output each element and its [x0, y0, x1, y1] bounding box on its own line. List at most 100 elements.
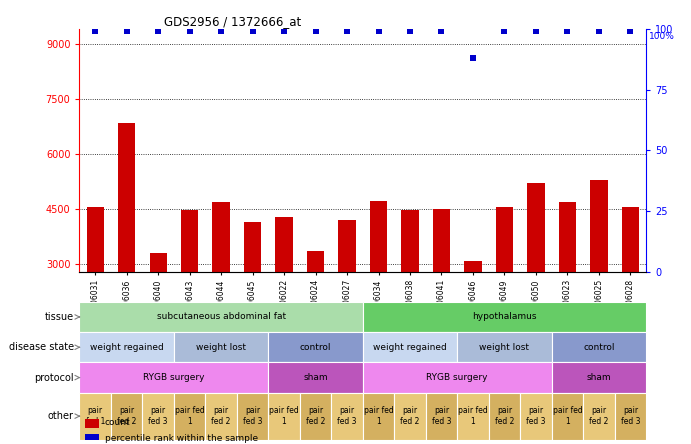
Bar	[86, 207, 104, 272]
Bar	[551, 392, 583, 440]
Bar	[495, 207, 513, 272]
Bar	[268, 392, 300, 440]
Bar	[111, 392, 142, 440]
Bar	[307, 251, 324, 272]
Bar	[551, 332, 646, 362]
Point	[153, 28, 164, 35]
Text: count: count	[105, 418, 131, 428]
Bar	[457, 332, 551, 362]
Point	[625, 28, 636, 35]
Text: weight lost: weight lost	[480, 343, 529, 352]
Bar	[464, 261, 482, 272]
Bar	[551, 362, 646, 392]
Point	[247, 28, 258, 35]
Text: pair
fed 2: pair fed 2	[495, 406, 514, 426]
Text: sham: sham	[587, 373, 611, 382]
Bar	[614, 392, 646, 440]
Point	[562, 28, 573, 35]
Text: pair
fed 2: pair fed 2	[400, 406, 419, 426]
Text: pair
fed 3: pair fed 3	[621, 406, 640, 426]
Text: protocol: protocol	[34, 373, 74, 383]
Bar	[527, 183, 545, 272]
Text: control: control	[583, 343, 614, 352]
Bar	[85, 434, 100, 443]
Point	[499, 28, 510, 35]
Point	[216, 28, 227, 35]
Bar	[85, 419, 100, 428]
Bar	[268, 332, 363, 362]
Text: RYGB surgery: RYGB surgery	[426, 373, 488, 382]
Text: percentile rank within the sample: percentile rank within the sample	[105, 433, 258, 443]
Bar	[149, 253, 167, 272]
Bar	[244, 222, 261, 272]
Bar	[395, 392, 426, 440]
Bar	[331, 392, 363, 440]
Text: weight regained: weight regained	[373, 343, 447, 352]
Bar	[370, 201, 387, 272]
Point	[373, 28, 384, 35]
Text: pair
fed 2: pair fed 2	[589, 406, 609, 426]
Point	[404, 28, 415, 35]
Point	[278, 28, 290, 35]
Text: pair
fed 3: pair fed 3	[243, 406, 263, 426]
Bar	[181, 210, 198, 272]
Text: 100%: 100%	[649, 32, 674, 41]
Text: subcutaneous abdominal fat: subcutaneous abdominal fat	[157, 313, 285, 321]
Text: weight lost: weight lost	[196, 343, 246, 352]
Bar	[489, 392, 520, 440]
Point	[184, 28, 195, 35]
Text: pair fed
1: pair fed 1	[269, 406, 299, 426]
Text: weight regained: weight regained	[90, 343, 164, 352]
Point	[531, 28, 542, 35]
Bar	[205, 392, 237, 440]
Bar	[276, 217, 293, 272]
Bar	[237, 392, 268, 440]
Bar	[457, 392, 489, 440]
Point	[467, 55, 478, 62]
Text: pair
fed 3: pair fed 3	[149, 406, 168, 426]
Bar	[79, 392, 111, 440]
Bar	[363, 302, 646, 332]
Text: pair
fed 2: pair fed 2	[117, 406, 136, 426]
Bar	[622, 207, 639, 272]
Bar	[79, 332, 174, 362]
Bar	[174, 392, 205, 440]
Point	[594, 28, 605, 35]
Point	[121, 28, 132, 35]
Text: sham: sham	[303, 373, 328, 382]
Bar	[268, 362, 363, 392]
Point	[90, 28, 101, 35]
Point	[341, 28, 352, 35]
Text: pair
fed 2: pair fed 2	[306, 406, 325, 426]
Bar	[118, 123, 135, 272]
Bar	[363, 392, 395, 440]
Bar	[426, 392, 457, 440]
Text: pair
fed 3: pair fed 3	[432, 406, 451, 426]
Text: GDS2956 / 1372666_at: GDS2956 / 1372666_at	[164, 15, 302, 28]
Text: pair fed
1: pair fed 1	[363, 406, 393, 426]
Text: other: other	[48, 411, 74, 421]
Bar	[520, 392, 551, 440]
Point	[310, 28, 321, 35]
Text: pair
fed 3: pair fed 3	[337, 406, 357, 426]
Text: tissue: tissue	[45, 312, 74, 322]
Bar	[401, 210, 419, 272]
Bar	[363, 362, 551, 392]
Text: hypothalamus: hypothalamus	[472, 313, 537, 321]
Bar	[559, 202, 576, 272]
Text: control: control	[300, 343, 331, 352]
Text: pair
fed 2: pair fed 2	[211, 406, 231, 426]
Text: pair fed
1: pair fed 1	[175, 406, 205, 426]
Text: RYGB surgery: RYGB surgery	[143, 373, 205, 382]
Bar	[212, 202, 230, 272]
Bar	[79, 302, 363, 332]
Bar	[590, 180, 607, 272]
Bar	[339, 220, 356, 272]
Text: pair fed
1: pair fed 1	[553, 406, 583, 426]
Point	[436, 28, 447, 35]
Text: pair
fed 3: pair fed 3	[526, 406, 546, 426]
Bar	[433, 209, 450, 272]
Bar	[79, 362, 268, 392]
Bar	[142, 392, 174, 440]
Text: pair
fed 1: pair fed 1	[86, 406, 105, 426]
